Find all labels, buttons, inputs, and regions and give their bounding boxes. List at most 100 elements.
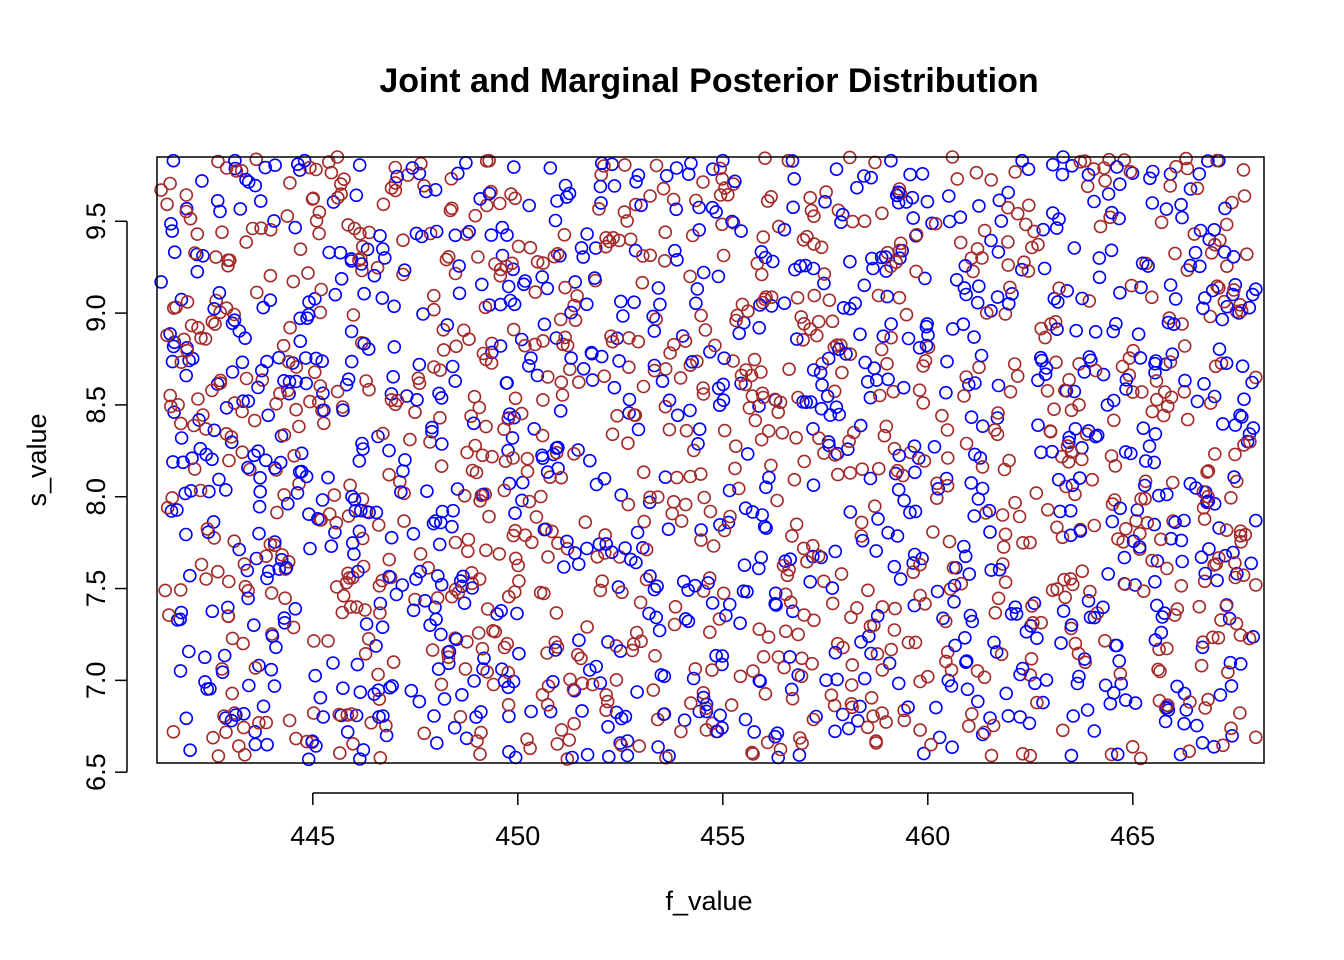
scatter-point bbox=[396, 464, 410, 478]
scatter-point bbox=[959, 436, 974, 451]
scatter-point bbox=[1249, 730, 1263, 745]
scatter-point bbox=[335, 605, 350, 620]
scatter-point bbox=[253, 484, 268, 499]
scatter-point bbox=[637, 514, 652, 529]
scatter-point bbox=[1008, 600, 1023, 615]
scatter-point bbox=[861, 583, 875, 598]
scatter-point bbox=[927, 439, 942, 454]
scatter-point bbox=[1034, 615, 1048, 630]
scatter-point bbox=[961, 719, 976, 733]
scatter-point bbox=[550, 640, 565, 654]
scatter-point bbox=[200, 522, 215, 536]
scatter-point bbox=[471, 626, 486, 640]
scatter-point bbox=[213, 204, 227, 219]
scatter-point bbox=[702, 625, 717, 640]
scatter-point bbox=[502, 744, 516, 759]
scatter-point bbox=[183, 211, 198, 226]
scatter-point bbox=[1023, 535, 1037, 550]
scatter-point bbox=[936, 611, 950, 626]
scatter-point bbox=[558, 178, 573, 193]
scatter-point bbox=[1198, 291, 1212, 305]
scatter-point bbox=[1051, 472, 1066, 487]
scatter-point bbox=[784, 682, 799, 697]
scatter-point bbox=[476, 346, 491, 361]
scatter-point bbox=[1071, 646, 1086, 661]
scatter-point bbox=[869, 736, 883, 750]
scatter-point bbox=[916, 746, 931, 761]
scatter-point bbox=[1060, 283, 1074, 298]
scatter-point bbox=[508, 191, 522, 206]
scatter-point bbox=[845, 700, 860, 715]
scatter-point bbox=[174, 431, 189, 445]
scatter-point bbox=[717, 523, 732, 538]
scatter-point bbox=[811, 314, 826, 329]
scatter-point bbox=[1001, 235, 1015, 249]
scatter-point bbox=[341, 372, 356, 387]
scatter-point bbox=[540, 370, 555, 384]
scatter-point bbox=[1163, 179, 1177, 193]
scatter-point bbox=[254, 221, 268, 235]
x-axis-label: f_value bbox=[665, 886, 752, 916]
scatter-point bbox=[625, 643, 640, 658]
scatter-point bbox=[1118, 693, 1133, 707]
scatter-point bbox=[373, 606, 387, 620]
scatter-point bbox=[1123, 165, 1138, 179]
scatter-point bbox=[996, 540, 1011, 554]
scatter-point bbox=[1233, 706, 1247, 720]
scatter-point bbox=[349, 600, 364, 614]
scatter-point bbox=[1128, 696, 1143, 710]
scatter-point bbox=[248, 178, 263, 193]
scatter-point bbox=[843, 505, 858, 519]
scatter-point bbox=[1073, 155, 1088, 169]
scatter-point bbox=[441, 650, 456, 665]
scatter-point bbox=[594, 349, 609, 364]
scatter-point bbox=[1037, 261, 1052, 276]
scatter-point bbox=[595, 574, 610, 589]
scatter-point bbox=[492, 196, 507, 211]
scatter-point bbox=[870, 609, 885, 623]
scatter-point bbox=[1236, 568, 1251, 583]
scatter-point bbox=[473, 192, 488, 206]
scatter-point bbox=[236, 720, 251, 735]
scatter-point bbox=[465, 576, 479, 591]
scatter-point bbox=[208, 317, 222, 331]
scatter-point bbox=[901, 331, 916, 346]
scatter-point bbox=[215, 665, 230, 680]
scatter-point bbox=[930, 584, 945, 599]
scatter-point bbox=[1212, 521, 1226, 535]
scatter-point bbox=[829, 400, 844, 415]
scatter-point bbox=[520, 451, 535, 466]
scatter-point bbox=[259, 549, 273, 564]
scatter-point bbox=[892, 243, 907, 258]
scatter-point bbox=[537, 522, 552, 537]
scatter-point bbox=[1233, 297, 1247, 312]
scatter-point bbox=[1101, 187, 1116, 201]
scatter-point bbox=[713, 161, 728, 176]
scatter-point bbox=[434, 677, 449, 692]
scatter-point bbox=[1122, 351, 1137, 365]
scatter-point bbox=[712, 612, 727, 626]
scatter-point bbox=[556, 560, 571, 574]
scatter-point bbox=[599, 231, 613, 245]
scatter-point bbox=[719, 608, 733, 623]
scatter-point bbox=[1005, 286, 1019, 301]
scatter-point bbox=[649, 158, 664, 173]
scatter-point bbox=[599, 537, 614, 551]
scatter-point bbox=[562, 733, 577, 747]
scatter-point bbox=[1040, 383, 1055, 398]
scatter-point bbox=[457, 596, 472, 611]
scatter-point bbox=[499, 376, 514, 390]
scatter-point bbox=[928, 216, 943, 231]
scatter-point bbox=[839, 347, 853, 361]
scatter-point bbox=[855, 462, 870, 477]
scatter-point bbox=[1203, 396, 1218, 410]
scatter-point bbox=[252, 715, 266, 730]
scatter-point bbox=[529, 510, 544, 524]
scatter-point bbox=[1158, 714, 1173, 729]
scatter-point bbox=[969, 165, 984, 180]
scatter-point bbox=[459, 731, 474, 746]
scatter-point bbox=[994, 214, 1009, 228]
scatter-point bbox=[180, 340, 194, 355]
scatter-point bbox=[809, 328, 824, 343]
scatter-point bbox=[382, 552, 397, 567]
